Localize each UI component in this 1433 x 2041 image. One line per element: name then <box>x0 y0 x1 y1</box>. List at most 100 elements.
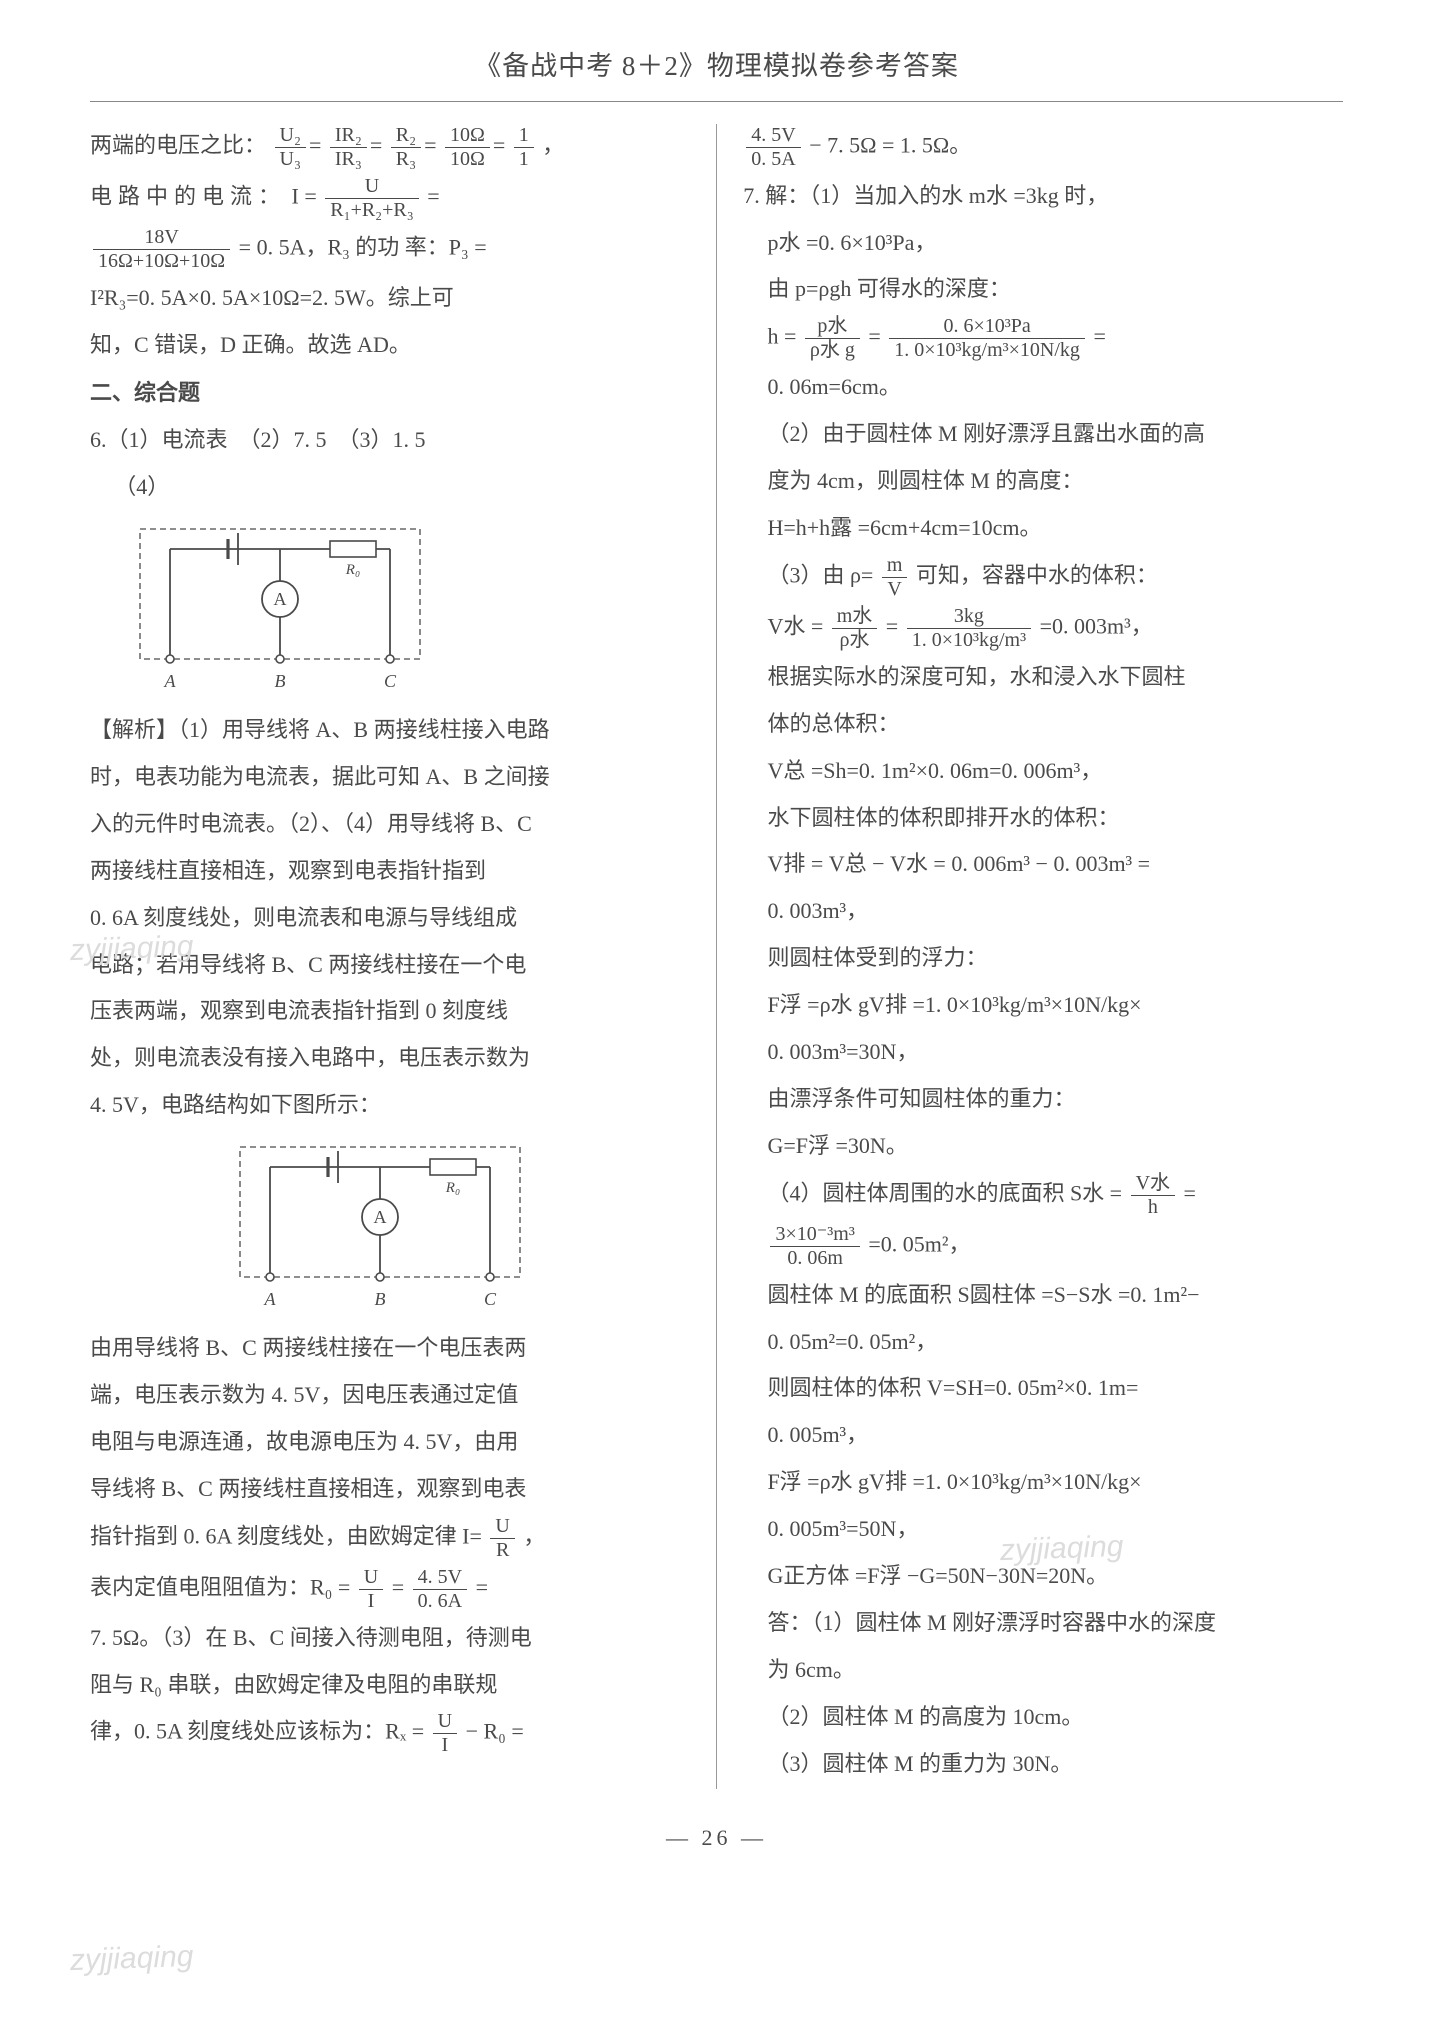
fraction: U₂U₃ <box>275 124 306 171</box>
fraction: V水h <box>1131 1172 1175 1219</box>
terminal-b: B <box>275 671 286 691</box>
q6-line2: （4） <box>90 466 690 509</box>
line: 电阻与电源连通，故电源电压为 4. 5V，由用 <box>90 1421 690 1464</box>
right-column: 4. 5V0. 5A − 7. 5Ω = 1. 5Ω。 7. 解：（1）当加入的… <box>743 124 1343 1790</box>
two-column-layout: 两端的电压之比： U₂U₃= IR₂IR₃= R₂R₃= 10Ω10Ω= 11 … <box>90 124 1343 1790</box>
line: 0. 005m³， <box>743 1414 1343 1457</box>
text: − 7. 5Ω = 1. 5Ω。 <box>809 132 971 157</box>
q6-line1: 6.（1）电流表 （2）7. 5 （3）1. 5 <box>90 419 690 462</box>
fraction: 0. 6×10³Pa1. 0×10³kg/m³×10N/kg <box>889 315 1085 362</box>
svg-text:B: B <box>375 1289 386 1309</box>
line: 水下圆柱体的体积即排开水的体积： <box>743 797 1343 840</box>
fraction: 3kg1. 0×10³kg/m³ <box>907 605 1031 652</box>
line: 表内定值电阻阻值为：R₀ = UI = 4. 5V0. 6A = <box>90 1566 690 1613</box>
line: 7. 5Ω。（3）在 B、C 间接入待测电阻，待测电 <box>90 1617 690 1660</box>
fraction: UI <box>359 1566 383 1613</box>
line: （3）圆柱体 M 的重力为 30N。 <box>743 1743 1343 1786</box>
line: V水 = m水ρ水 = 3kg1. 0×10³kg/m³ =0. 003m³， <box>743 605 1343 652</box>
line: 指针指到 0. 6A 刻度线处，由欧姆定律 I= UR ， <box>90 1515 690 1562</box>
text: = <box>392 1574 410 1599</box>
text: = <box>886 613 898 638</box>
line: 18V16Ω+10Ω+10Ω = 0. 5A，R₃ 的功 率：P₃ = <box>90 226 690 273</box>
line: G=F浮 =30N。 <box>743 1125 1343 1168</box>
q7-line1: 7. 解：（1）当加入的水 m水 =3kg 时， <box>743 175 1343 218</box>
fraction: UI <box>433 1710 457 1757</box>
line: 电路中的电流： I = UR₁+R₂+R₃ = <box>90 175 690 222</box>
text: （1）用导线将 A、B 两接线柱接入电路 <box>178 717 550 742</box>
ammeter-label: A <box>274 589 287 609</box>
line: V排 = V总 − V水 = 0. 006m³ − 0. 003m³ = <box>743 843 1343 886</box>
circuit-diagram-1: R₀ A A B C <box>130 519 430 699</box>
fraction: m水ρ水 <box>832 605 878 652</box>
line: 4. 5V0. 5A − 7. 5Ω = 1. 5Ω。 <box>743 124 1343 171</box>
line: （2）由于圆柱体 M 刚好漂浮且露出水面的高 <box>743 413 1343 456</box>
text: − R₀ = <box>466 1719 524 1744</box>
text: I = <box>292 183 323 208</box>
line: I²R₃=0. 5A×0. 5A×10Ω=2. 5W。综上可 <box>90 277 690 320</box>
text: 两端的电压之比： <box>90 132 266 157</box>
line: 体的总体积： <box>743 703 1343 746</box>
page-number: — 26 — <box>90 1817 1343 1860</box>
line: 根据实际水的深度可知，水和浸入水下圆柱 <box>743 656 1343 699</box>
line: 阻与 R₀ 串联，由欧姆定律及电阻的串联规 <box>90 1664 690 1707</box>
line: 处，则电流表没有接入电路中，电压表示数为 <box>90 1037 690 1080</box>
text: =0. 003m³， <box>1040 613 1153 638</box>
fraction: 18V16Ω+10Ω+10Ω <box>93 226 230 273</box>
text: = <box>1184 1180 1196 1205</box>
section-heading: 二、综合题 <box>90 372 690 415</box>
text: （4）圆柱体周围的水的底面积 S水 = <box>767 1180 1122 1205</box>
line: 则圆柱体的体积 V=SH=0. 05m²×0. 1m= <box>743 1367 1343 1410</box>
fraction: UR <box>490 1515 514 1562</box>
text: （3）由 ρ= <box>767 562 873 587</box>
line: h = p水ρ水 g = 0. 6×10³Pa1. 0×10³kg/m³×10N… <box>743 315 1343 362</box>
text: = <box>427 183 439 208</box>
circuit-diagram-2: R₀ A A B C <box>230 1137 530 1317</box>
text: 表内定值电阻阻值为：R₀ = <box>90 1574 356 1599</box>
line: 两端的电压之比： U₂U₃= IR₂IR₃= R₂R₃= 10Ω10Ω= 11 … <box>90 124 690 171</box>
line: 时，电表功能为电流表，据此可知 A、B 之间接 <box>90 756 690 799</box>
line: 为 6cm。 <box>743 1649 1343 1692</box>
svg-text:C: C <box>484 1289 497 1309</box>
line: 入的元件时电流表。（2）、（4）用导线将 B、C <box>90 803 690 846</box>
line: 0. 003m³， <box>743 890 1343 933</box>
line: 【解析】（1）用导线将 A、B 两接线柱接入电路 <box>90 709 690 752</box>
line: （4）圆柱体周围的水的底面积 S水 = V水h = <box>743 1172 1343 1219</box>
line: 0. 06m=6cm。 <box>743 366 1343 409</box>
line: 0. 005m³=50N， <box>743 1508 1343 1551</box>
line: 压表两端，观察到电流表指针指到 0 刻度线 <box>90 990 690 1033</box>
text: ， <box>542 132 564 157</box>
fraction: mV <box>882 554 908 601</box>
line: 3×10⁻³m³0. 06m =0. 05m²， <box>743 1223 1343 1270</box>
line: 端，电压表示数为 4. 5V，因电压表通过定值 <box>90 1374 690 1417</box>
fraction: 11 <box>514 124 534 171</box>
fraction: 3×10⁻³m³0. 06m <box>770 1223 859 1270</box>
line: G正方体 =F浮 −G=50N−30N=20N。 <box>743 1555 1343 1598</box>
line: V总 =Sh=0. 1m²×0. 06m=0. 006m³， <box>743 750 1343 793</box>
fraction: 10Ω10Ω <box>445 124 490 171</box>
text: = <box>476 1574 488 1599</box>
title-rule <box>90 101 1343 102</box>
terminal-a: A <box>164 671 177 691</box>
fraction: IR₂IR₃ <box>330 124 367 171</box>
line: 答：（1）圆柱体 M 刚好漂浮时容器中水的深度 <box>743 1602 1343 1645</box>
text: V水 = <box>767 613 823 638</box>
terminal-c: C <box>384 671 397 691</box>
line: （3）由 ρ= mV 可知，容器中水的体积： <box>743 554 1343 601</box>
line: 由漂浮条件可知圆柱体的重力： <box>743 1078 1343 1121</box>
resistor-label: R₀ <box>345 562 360 578</box>
text: = <box>1093 324 1105 349</box>
line: 由用导线将 B、C 两接线柱接在一个电压表两 <box>90 1327 690 1370</box>
line: 导线将 B、C 两接线柱直接相连，观察到电表 <box>90 1468 690 1511</box>
line: （2）圆柱体 M 的高度为 10cm。 <box>743 1696 1343 1739</box>
text: 律，0. 5A 刻度线处应该标为：Rₓ = <box>90 1719 430 1744</box>
line: 0. 05m²=0. 05m²， <box>743 1321 1343 1364</box>
svg-text:A: A <box>374 1207 387 1227</box>
line: 圆柱体 M 的底面积 S圆柱体 =S−S水 =0. 1m²− <box>743 1274 1343 1317</box>
svg-text:R₀: R₀ <box>445 1180 460 1196</box>
text: = 0. 5A，R₃ 的功 率：P₃ = <box>239 234 487 259</box>
column-divider <box>716 124 718 1790</box>
svg-text:A: A <box>264 1289 277 1309</box>
line: 两接线柱直接相连，观察到电表指针指到 <box>90 850 690 893</box>
line: 4. 5V，电路结构如下图所示： <box>90 1084 690 1127</box>
text: 指针指到 0. 6A 刻度线处，由欧姆定律 I= <box>90 1523 482 1548</box>
